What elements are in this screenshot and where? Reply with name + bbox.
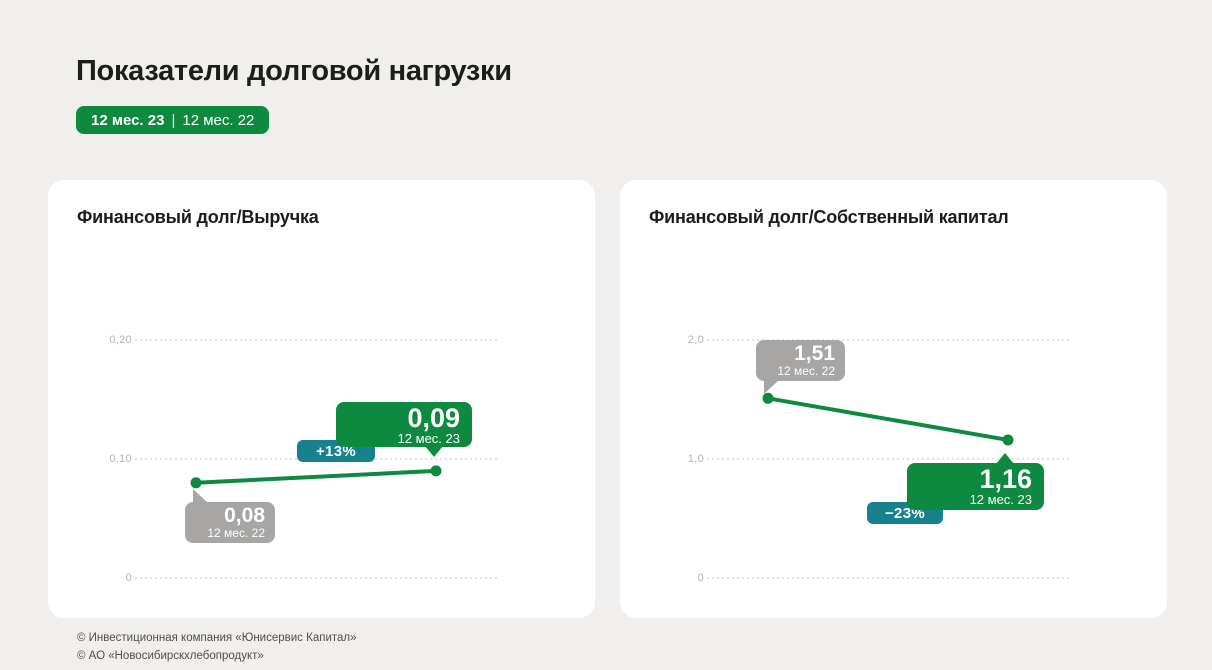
previous-value: 0,08 — [224, 504, 265, 527]
data-point-previous — [190, 477, 202, 489]
chart-title: Финансовый долг/Выручка — [77, 207, 319, 227]
callout-tail — [193, 489, 208, 503]
page-title: Показатели долговой нагрузки — [76, 55, 512, 87]
gridline-dots — [707, 458, 1069, 460]
y-axis-tick-label: 0,10 — [109, 453, 132, 465]
callout-tail — [996, 453, 1014, 464]
chart-card-debt-to-equity: Финансовый долг/Собственный капитал 2,0 … — [620, 180, 1167, 618]
callout-tail — [425, 446, 443, 457]
gridline-dots — [135, 339, 497, 341]
gridline-dots — [707, 339, 1069, 341]
y-axis-tick-label: 0 — [697, 572, 704, 584]
callout-previous-value: 0,08 12 мес. 22 — [185, 489, 275, 543]
callout-current-value: 1,16 12 мес. 23 — [907, 453, 1044, 510]
line-series — [762, 392, 1014, 446]
data-point-current — [1002, 434, 1014, 446]
period-separator: | — [171, 111, 176, 129]
data-point-previous — [762, 392, 774, 404]
y-axis-tick-label: 2,0 — [687, 334, 704, 346]
period-current-label: 12 мес. 23 — [91, 111, 165, 129]
callout-previous-value: 1,51 12 мес. 22 — [756, 340, 845, 394]
copyright-line-1: © Инвестиционная компания «Юнисервис Кап… — [77, 632, 357, 644]
current-value: 0,09 — [407, 403, 460, 433]
gridline-dots — [707, 577, 1069, 579]
y-axis-tick-label: 0 — [125, 572, 132, 584]
chart-plot: 2,0 1,0 0 1,51 12 мес. 22 −23% 1,16 12 м… — [620, 180, 1167, 618]
y-axis-tick-label: 0,20 — [109, 334, 132, 346]
series-line — [766, 396, 1010, 442]
callout-current-value: 0,09 12 мес. 23 — [336, 402, 472, 457]
period-legend-badge: 12 мес. 23 | 12 мес. 22 — [76, 106, 270, 134]
chart-title: Финансовый долг/Собственный капитал — [649, 207, 1009, 227]
data-point-current — [430, 465, 442, 477]
previous-value: 1,51 — [794, 342, 835, 365]
current-value: 1,16 — [979, 464, 1032, 494]
copyright-footer: © Инвестиционная компания «Юнисервис Кап… — [77, 629, 357, 665]
previous-period: 12 мес. 22 — [207, 526, 265, 540]
copyright-line-2: © АО «Новосибирскхлебопродукт» — [77, 650, 264, 662]
period-previous-label: 12 мес. 22 — [182, 111, 255, 129]
chart-card-debt-to-revenue: Финансовый долг/Выручка 0,20 0,10 0 0,08… — [48, 180, 595, 618]
previous-period: 12 мес. 22 — [777, 364, 835, 378]
gridline-dots — [135, 577, 497, 579]
line-series — [190, 465, 442, 489]
callout-tail — [764, 380, 779, 394]
current-period: 12 мес. 23 — [969, 492, 1032, 507]
y-axis-tick-label: 1,0 — [687, 453, 704, 465]
chart-plot: 0,20 0,10 0 0,08 12 мес. 22 +13% 0,09 12… — [48, 180, 595, 618]
current-period: 12 мес. 23 — [397, 431, 460, 446]
series-line — [194, 468, 438, 485]
